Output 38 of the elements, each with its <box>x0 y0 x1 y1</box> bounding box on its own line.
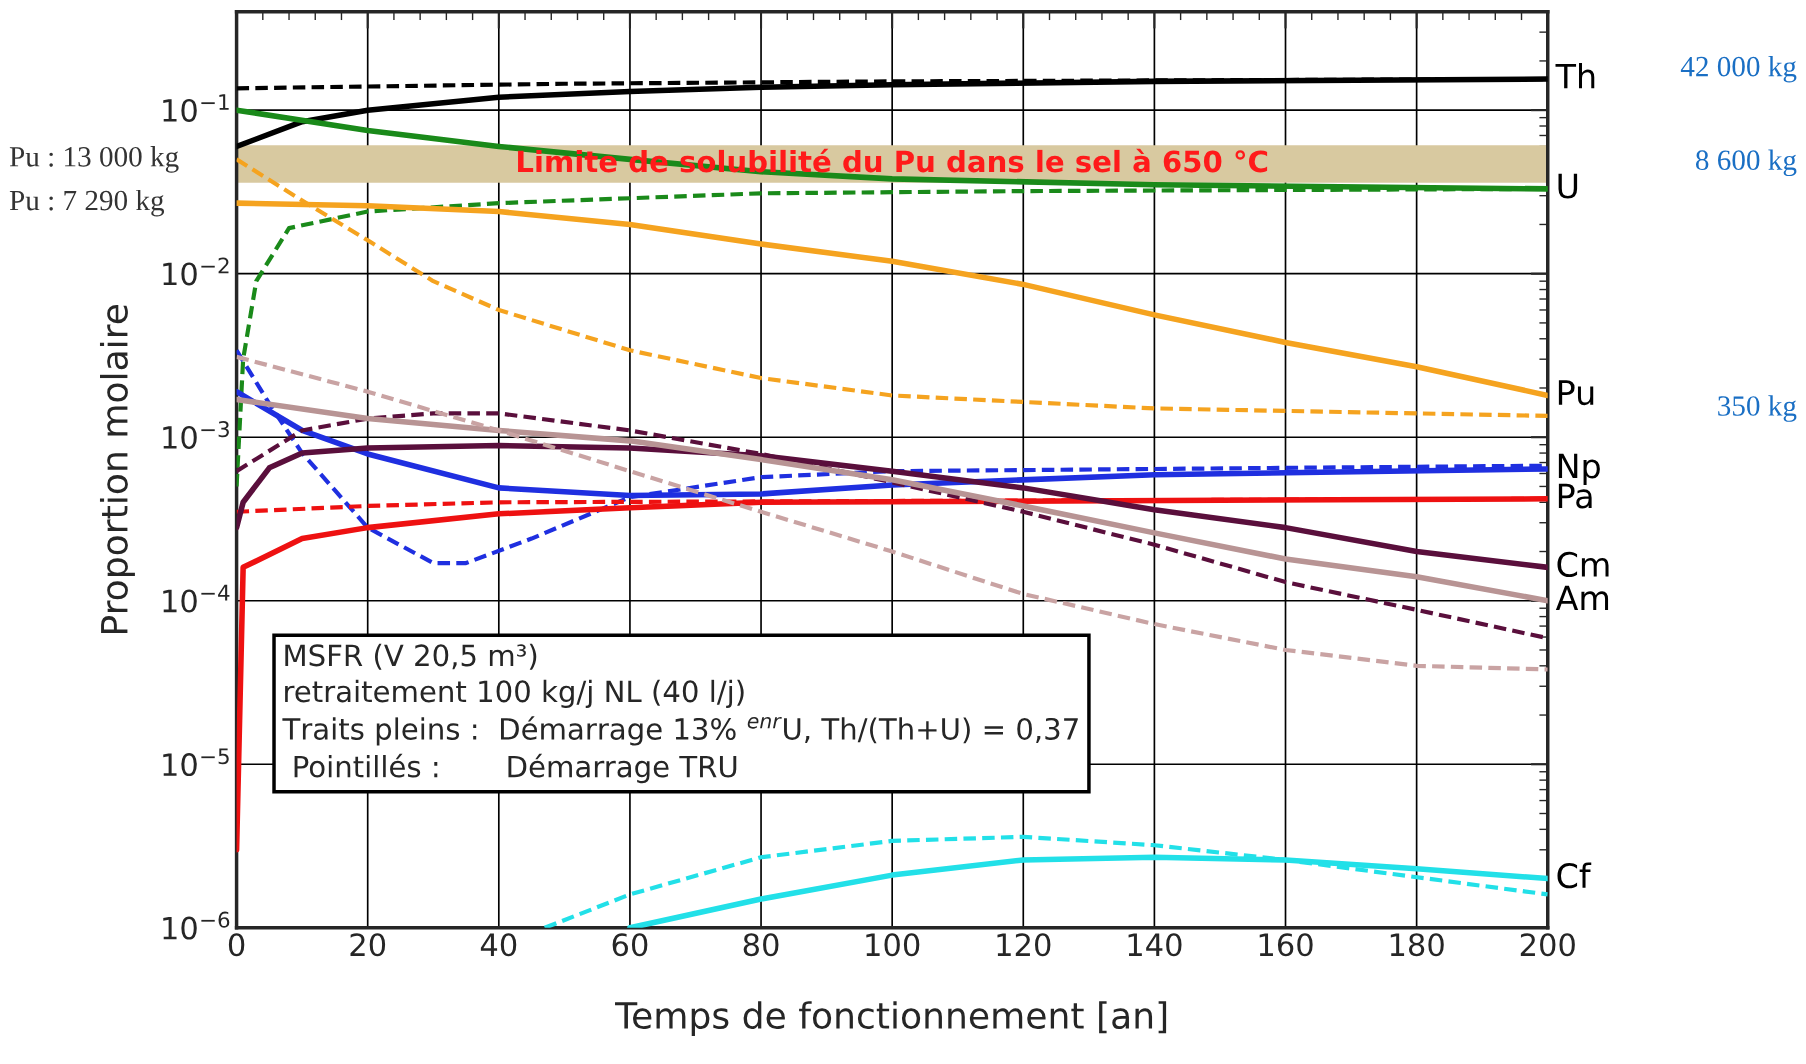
y-tick-label: 10$^{−2}$ <box>163 257 229 286</box>
x-tick-label: 180 <box>1390 933 1444 957</box>
y-tick-label: 10$^{−3}$ <box>163 421 229 450</box>
x-axis-title: Temps de fonctionnement [an] <box>615 1001 1167 1037</box>
x-tick-label: 20 <box>350 933 386 957</box>
series-label: Am <box>1555 585 1609 610</box>
line-series <box>236 354 1548 672</box>
series-label: Pu <box>1558 380 1594 406</box>
series-label: Cm <box>1557 551 1609 578</box>
x-tick-label: 120 <box>997 933 1051 957</box>
annotation: Pointillés : Démarrage TRU <box>294 753 737 784</box>
annotation: Pu : 7 290 kg <box>9 189 165 217</box>
series-label: Pa <box>1558 483 1592 509</box>
text: 42 000 kg <box>1680 55 1797 83</box>
annotation: Traits pleins : Démarrage 13% $^{enr}$U, Th/(Th+U) = 0,37 <box>282 716 1078 746</box>
annotation: MSFR (V 20,5 m³) <box>285 643 537 670</box>
x-tick-label: 160 <box>1259 933 1313 957</box>
x-tick-label: 80 <box>743 933 779 957</box>
series-label: Th <box>1555 62 1595 89</box>
x-tick-label: 40 <box>480 933 517 957</box>
x-tick-label: 0 <box>228 933 245 957</box>
x-tick-label: 60 <box>612 933 648 957</box>
y-tick-label: 10$^{−5}$ <box>163 748 229 777</box>
x-tick-label: 200 <box>1520 933 1575 957</box>
y-axis-title: Proportion molaire <box>99 304 135 633</box>
text: 8 600 kg <box>1696 149 1797 177</box>
text: 350 kg <box>1718 395 1797 422</box>
annotation: Pu : 13 000 kg <box>9 146 179 173</box>
y-tick-label: 10$^{−4}$ <box>163 584 230 613</box>
line-series <box>542 834 1548 928</box>
y-tick-label: 10$^{−6}$ <box>163 911 230 940</box>
y-tick-label: 10$^{−1}$ <box>163 94 229 122</box>
x-tick-label: 100 <box>866 933 920 957</box>
annotation: retraitement 100 kg/j NL (40 l/j) <box>285 679 744 709</box>
series-label: U <box>1558 173 1578 199</box>
series-label: Cf <box>1557 862 1592 889</box>
series-label: Np <box>1558 453 1600 486</box>
x-tick-label: 140 <box>1128 933 1182 957</box>
